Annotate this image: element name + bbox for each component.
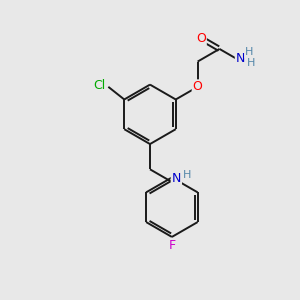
Text: H: H xyxy=(183,169,191,179)
Text: N: N xyxy=(172,172,181,185)
Text: O: O xyxy=(196,32,206,45)
Text: Cl: Cl xyxy=(93,79,106,92)
Text: H: H xyxy=(245,47,254,57)
Text: O: O xyxy=(193,80,202,93)
Text: F: F xyxy=(168,239,175,252)
Text: N: N xyxy=(236,52,245,65)
Text: H: H xyxy=(246,58,255,68)
